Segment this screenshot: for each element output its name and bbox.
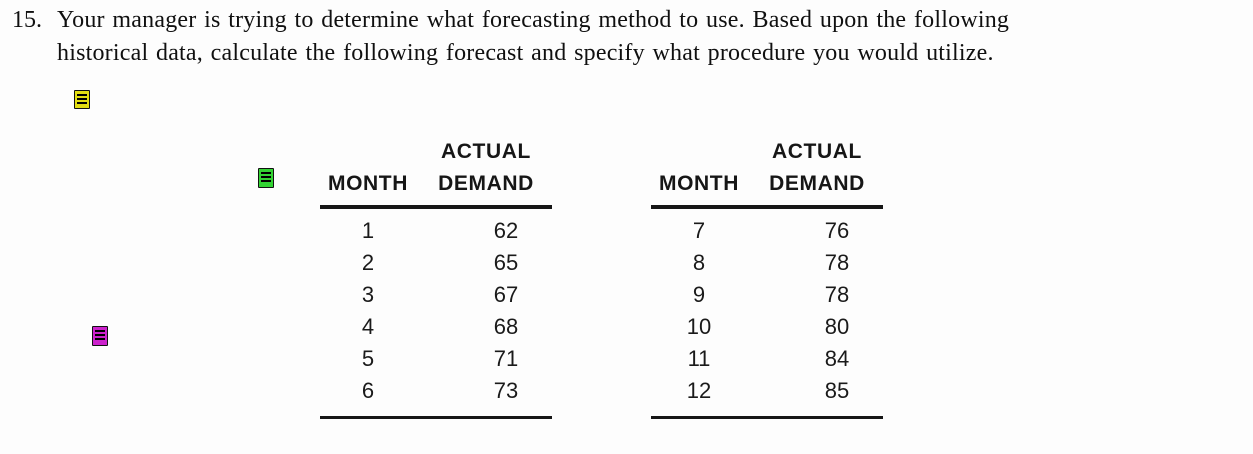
table-row: 10 80 [651, 311, 883, 343]
demand-cell: 62 [493, 217, 519, 243]
month-cell: 8 [692, 249, 706, 275]
note-text-lines-icon [261, 172, 271, 184]
month-cell: 5 [361, 345, 375, 371]
month-cell: 3 [361, 281, 375, 307]
demand-cell: 78 [824, 249, 850, 275]
table-top-rule [651, 205, 883, 209]
table-bottom-rule [320, 415, 552, 419]
table-row: 9 78 [651, 279, 883, 311]
demand-cell: 67 [493, 281, 519, 307]
month-cell: 2 [361, 249, 375, 275]
note-text-lines-icon [77, 94, 87, 105]
demand-cell: 78 [824, 281, 850, 307]
demand-cell: 80 [824, 313, 850, 339]
column-header-demand: DEMAND [438, 172, 534, 195]
magenta-sticky-note-icon[interactable] [92, 326, 108, 346]
demand-cell: 71 [493, 345, 519, 371]
column-header-actual: ACTUAL [441, 140, 531, 163]
note-text-lines-icon [95, 330, 105, 342]
question-block: 15. Your manager is trying to determine … [12, 4, 1009, 70]
month-cell: 7 [692, 217, 706, 243]
demand-table-months-1-6: ACTUAL MONTH DEMAND 1 62 2 65 3 67 4 68 … [320, 136, 552, 419]
yellow-sticky-note-icon[interactable] [74, 90, 90, 109]
column-header-month: MONTH [659, 172, 739, 195]
table-header-row-1: ACTUAL [320, 136, 552, 168]
column-header-actual: ACTUAL [772, 140, 862, 163]
table-top-rule [320, 205, 552, 209]
question-number: 15. [12, 7, 42, 33]
column-header-demand: DEMAND [769, 172, 865, 195]
question-line-1: Your manager is trying to determine what… [57, 7, 1010, 33]
demand-cell: 84 [824, 345, 850, 371]
month-cell: 4 [361, 313, 375, 339]
demand-cell: 85 [824, 377, 850, 403]
demand-cell: 73 [493, 377, 519, 403]
month-cell: 6 [361, 377, 375, 403]
month-cell: 10 [686, 313, 712, 339]
question-text: Your manager is trying to determine what… [57, 4, 1009, 70]
table-row: 12 85 [651, 375, 883, 407]
demand-cell: 68 [493, 313, 519, 339]
green-sticky-note-icon[interactable] [258, 168, 274, 188]
demand-table-months-7-12: ACTUAL MONTH DEMAND 7 76 8 78 9 78 10 80… [651, 136, 883, 419]
month-cell: 12 [686, 377, 712, 403]
table-header-row-2: MONTH DEMAND [320, 168, 552, 202]
table-row: 8 78 [651, 247, 883, 279]
question-line-2: historical data, calculate the following… [57, 40, 994, 66]
table-row: 4 68 [320, 311, 552, 343]
demand-cell: 65 [493, 249, 519, 275]
table-row: 2 65 [320, 247, 552, 279]
table-row: 7 76 [651, 215, 883, 247]
table-row: 1 62 [320, 215, 552, 247]
column-header-month: MONTH [328, 172, 408, 195]
table-header-row-1: ACTUAL [651, 136, 883, 168]
table-row: 6 73 [320, 375, 552, 407]
table-row: 3 67 [320, 279, 552, 311]
table-row: 11 84 [651, 343, 883, 375]
table-row: 5 71 [320, 343, 552, 375]
month-cell: 1 [361, 217, 375, 243]
table-header-row-2: MONTH DEMAND [651, 168, 883, 202]
month-cell: 11 [687, 345, 711, 371]
month-cell: 9 [692, 281, 706, 307]
demand-cell: 76 [824, 217, 850, 243]
table-bottom-rule [651, 415, 883, 419]
